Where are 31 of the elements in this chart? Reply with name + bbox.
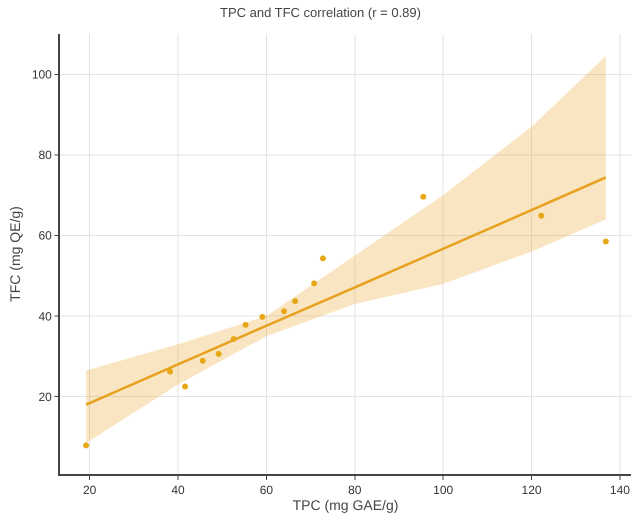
x-axis-title: TPC (mg GAE/g) <box>292 497 398 514</box>
x-tick-label: 140 <box>610 483 630 498</box>
point <box>83 442 90 448</box>
line-series <box>84 176 608 406</box>
x-tick-label: 40 <box>171 483 185 498</box>
x-tick-label: 120 <box>522 483 542 498</box>
y-tick-label: 100 <box>32 67 52 82</box>
point <box>538 212 544 219</box>
point <box>281 308 288 314</box>
point <box>311 280 318 286</box>
point <box>242 322 249 328</box>
y-tick-label: 20 <box>38 390 52 404</box>
x-tick-label: 100 <box>433 483 454 498</box>
point <box>216 350 222 357</box>
y-tick-label: 60 <box>38 228 52 243</box>
y-tick-label: 80 <box>38 148 52 162</box>
point <box>320 255 326 262</box>
x-tick-label: 80 <box>348 483 362 498</box>
point <box>292 298 298 304</box>
point <box>167 368 174 375</box>
y-tick-label: 40 <box>38 309 52 324</box>
chart-title: TPC and TFC correlation (r = 0.89) <box>220 4 421 20</box>
y-axis-title: TFC (mg QE/g) <box>6 206 23 302</box>
point <box>200 358 206 364</box>
x-tick-label: 60 <box>260 483 274 498</box>
point <box>259 314 266 320</box>
point <box>420 194 426 200</box>
x-tick-label: 20 <box>82 483 97 498</box>
point <box>230 336 237 342</box>
point <box>182 384 188 390</box>
point <box>602 238 609 245</box>
